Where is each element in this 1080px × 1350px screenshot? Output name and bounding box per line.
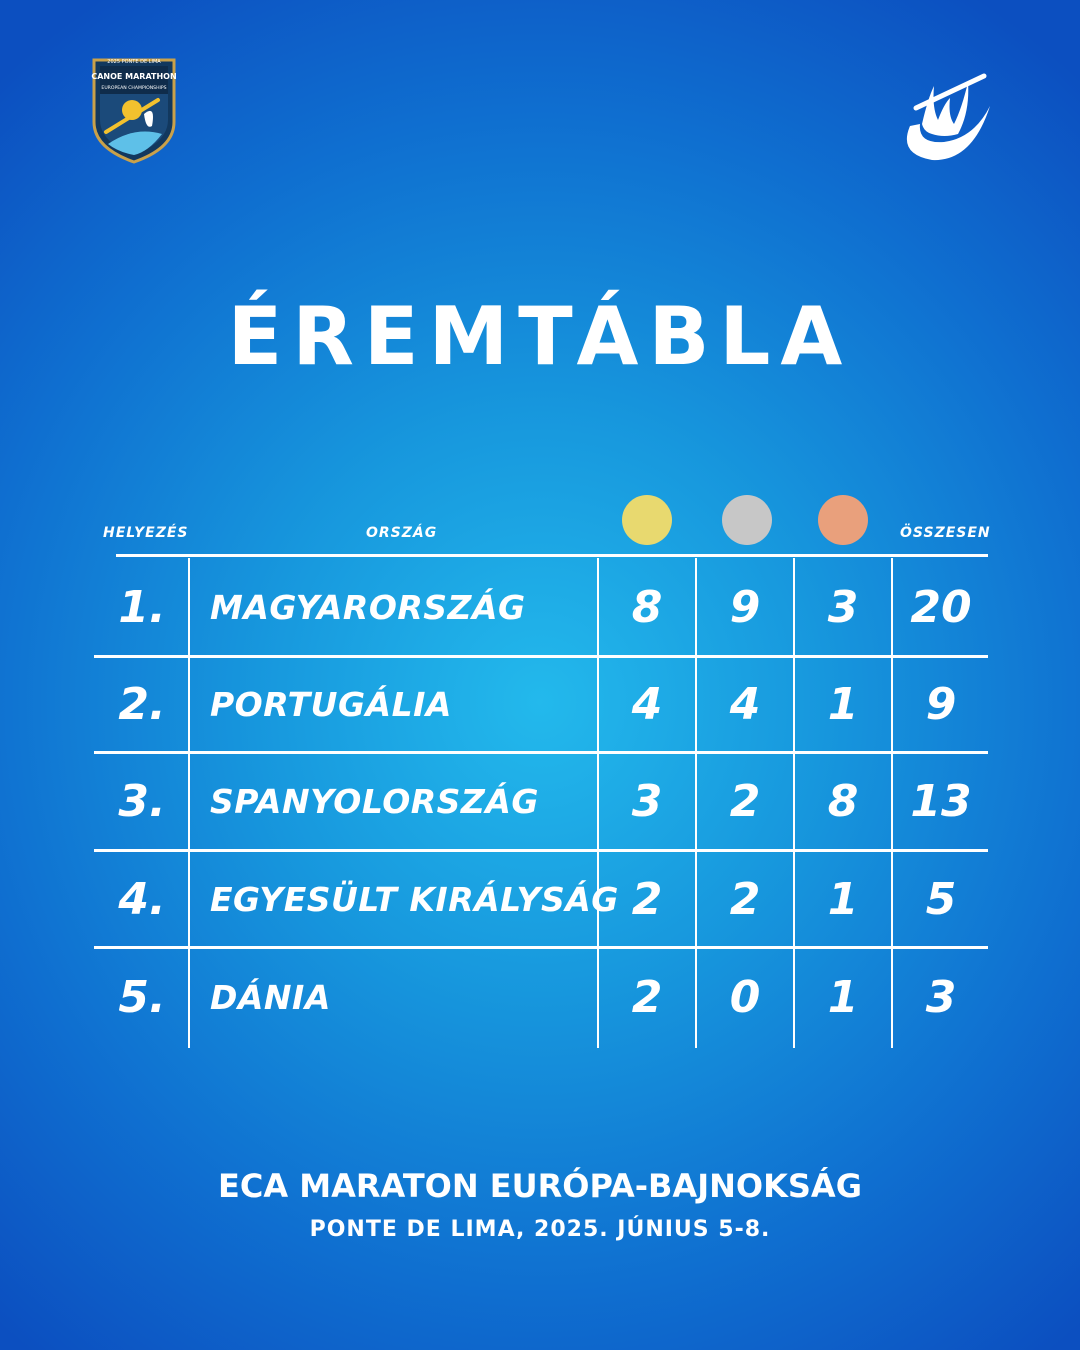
badge-main-text: CANOE MARATHON [91, 72, 176, 81]
gold-medal-icon [622, 495, 672, 545]
row-divider [94, 946, 988, 949]
rank-cell: 5. [118, 972, 166, 1023]
silver-count-cell: 4 [729, 679, 761, 730]
event-place-date: PONTE DE LIMA, 2025. JÚNIUS 5-8. [309, 1217, 771, 1242]
column-divider [597, 558, 599, 1048]
gold-count-cell: 2 [631, 874, 663, 925]
table-row: 4. EGYESÜLT KIRÁLYSÁG 2 2 1 5 [0, 852, 1080, 948]
column-divider [793, 558, 795, 1048]
silver-count-cell: 2 [729, 874, 761, 925]
rank-cell: 1. [118, 582, 166, 633]
bronze-count-cell: 1 [827, 679, 859, 730]
bronze-medal-icon [818, 495, 868, 545]
silver-count-cell: 9 [729, 582, 761, 633]
bronze-count-cell: 3 [827, 582, 859, 633]
bronze-count-cell: 1 [827, 874, 859, 925]
badge-top-text: 2025 PONTE DE LIMA [107, 59, 161, 65]
total-count-cell: 9 [925, 679, 957, 730]
canoe-marathon-logo: 2025 PONTE DE LIMA CANOE MARATHON EUROPE… [88, 52, 180, 164]
row-divider [94, 849, 988, 852]
silver-count-cell: 0 [729, 972, 761, 1023]
header-total: ÖSSZESEN [900, 525, 991, 541]
federation-logo [888, 68, 1000, 168]
gold-count-cell: 8 [631, 582, 663, 633]
rank-cell: 4. [118, 874, 166, 925]
table-top-rule [116, 554, 988, 557]
gold-count-cell: 4 [631, 679, 663, 730]
header-rank: HELYEZÉS [103, 525, 189, 541]
country-cell: PORTUGÁLIA [210, 685, 452, 724]
country-cell: SPANYOLORSZÁG [210, 782, 539, 821]
table-row: 2. PORTUGÁLIA 4 4 1 9 [0, 657, 1080, 753]
column-divider [695, 558, 697, 1048]
silver-count-cell: 2 [729, 776, 761, 827]
country-cell: EGYESÜLT KIRÁLYSÁG [210, 880, 619, 919]
page-title: ÉREMTÁBLA [227, 290, 853, 383]
row-divider [94, 655, 988, 658]
row-divider [94, 751, 988, 754]
header-country: ORSZÁG [366, 525, 438, 541]
table-row: 5. DÁNIA 2 0 1 3 [0, 950, 1080, 1046]
event-name: ECA MARATON EURÓPA-BAJNOKSÁG [218, 1167, 862, 1205]
badge-sub-text: EUROPEAN CHAMPIONSHIPS [101, 85, 166, 91]
gold-count-cell: 2 [631, 972, 663, 1023]
silver-medal-icon [722, 495, 772, 545]
country-cell: MAGYARORSZÁG [210, 588, 526, 627]
total-count-cell: 3 [925, 972, 957, 1023]
rank-cell: 3. [118, 776, 166, 827]
country-cell: DÁNIA [210, 978, 331, 1017]
bronze-count-cell: 8 [827, 776, 859, 827]
kayak-federation-emblem-icon [906, 73, 990, 161]
canoe-marathon-badge-icon: 2025 PONTE DE LIMA CANOE MARATHON EUROPE… [91, 58, 177, 164]
table-row: 1. MAGYARORSZÁG 8 9 3 20 [0, 560, 1080, 656]
total-count-cell: 5 [925, 874, 957, 925]
total-count-cell: 13 [910, 776, 972, 827]
column-divider [188, 558, 190, 1048]
column-divider [891, 558, 893, 1048]
table-row: 3. SPANYOLORSZÁG 3 2 8 13 [0, 754, 1080, 850]
total-count-cell: 20 [910, 582, 972, 633]
rank-cell: 2. [118, 679, 166, 730]
gold-count-cell: 3 [631, 776, 663, 827]
bronze-count-cell: 1 [827, 972, 859, 1023]
